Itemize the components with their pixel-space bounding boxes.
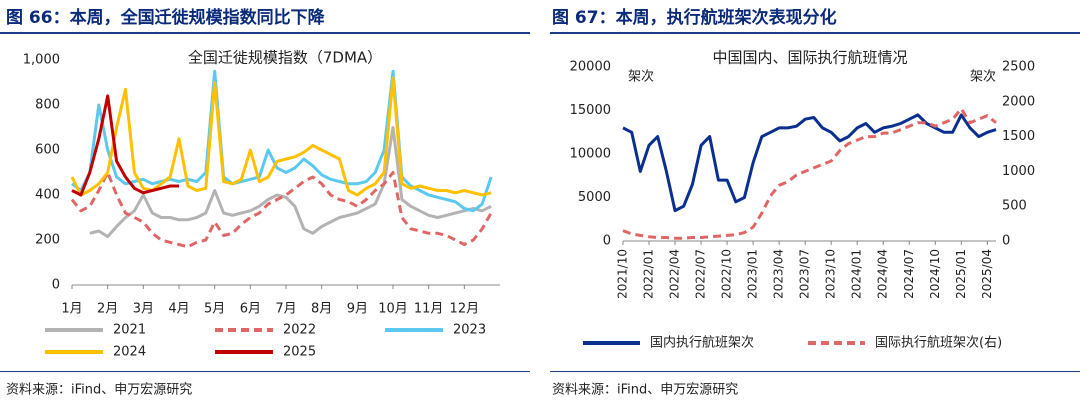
x-tick-label: 5月 bbox=[204, 302, 225, 317]
x-tick-label: 12月 bbox=[450, 302, 480, 317]
series-line bbox=[622, 107, 997, 240]
y-tick-label: 200 bbox=[35, 233, 60, 248]
x-tick-label: 11月 bbox=[414, 302, 444, 317]
x-tick-label: 2022/07 bbox=[694, 249, 708, 299]
y-tick-label: 20000 bbox=[570, 60, 611, 75]
x-tick-label: 2023/01 bbox=[746, 249, 760, 299]
x-tick-label: 6月 bbox=[240, 302, 261, 317]
y2-tick-label: 500 bbox=[1002, 199, 1027, 214]
series-line bbox=[71, 94, 179, 197]
x-tick-label: 1月 bbox=[61, 302, 82, 317]
y2-tick-label: 0 bbox=[1002, 234, 1010, 249]
x-tick-label: 2024/10 bbox=[928, 249, 942, 299]
series-line bbox=[71, 69, 493, 213]
source-rule bbox=[0, 371, 530, 372]
x-tick-label: 2023/07 bbox=[798, 249, 812, 299]
x-tick-label: 9月 bbox=[347, 302, 368, 317]
y-tick-label: 5000 bbox=[578, 190, 611, 205]
y2-tick-label: 2500 bbox=[1002, 60, 1035, 75]
x-tick-label: 2025/04 bbox=[980, 249, 994, 299]
y2-tick-label: 2000 bbox=[1002, 94, 1035, 109]
x-tick-label: 7月 bbox=[275, 302, 296, 317]
x-tick-label: 2025/01 bbox=[954, 249, 968, 299]
x-tick-label: 4月 bbox=[168, 302, 189, 317]
y-unit: 架次 bbox=[628, 69, 654, 85]
x-tick-label: 2021/10 bbox=[616, 249, 630, 299]
legend-label: 2022 bbox=[283, 323, 316, 338]
y-tick-label: 15000 bbox=[570, 103, 611, 118]
legend-label: 国内执行航班架次 bbox=[650, 335, 754, 351]
x-tick-label: 2022/10 bbox=[720, 249, 734, 299]
y2-unit: 架次 bbox=[970, 69, 996, 85]
legend-label: 2025 bbox=[283, 345, 316, 360]
y2-tick-label: 1000 bbox=[1002, 164, 1035, 179]
y-tick-label: 0 bbox=[52, 278, 60, 293]
figure-caption: 图 67：本周，执行航班架次表现分化 bbox=[552, 7, 837, 28]
y-tick-label: 600 bbox=[35, 143, 60, 158]
series-line bbox=[70, 76, 492, 197]
legend-label: 2024 bbox=[113, 345, 146, 360]
legend-label: 2021 bbox=[113, 323, 146, 338]
x-tick-label: 3月 bbox=[133, 302, 154, 317]
x-tick-label: 2023/04 bbox=[772, 249, 786, 299]
y-tick-label: 800 bbox=[35, 98, 60, 113]
y-tick-label: 1,000 bbox=[23, 53, 60, 68]
x-tick-label: 10月 bbox=[378, 302, 408, 317]
x-tick-label: 8月 bbox=[311, 302, 332, 317]
y-tick-label: 0 bbox=[603, 234, 611, 249]
legend-label: 国际执行航班架次(右) bbox=[875, 335, 1002, 351]
x-tick-label: 2023/10 bbox=[824, 249, 838, 299]
x-tick-label: 2022/01 bbox=[642, 249, 656, 299]
x-tick-label: 2022/04 bbox=[668, 249, 682, 299]
source-rule bbox=[550, 371, 1080, 372]
x-tick-label: 2月 bbox=[97, 302, 118, 317]
source: 资料来源：iFind、申万宏源研究 bbox=[6, 383, 192, 398]
caption-rule bbox=[0, 32, 530, 34]
chart-title: 中国国内、国际执行航班情况 bbox=[712, 49, 907, 67]
source: 资料来源：iFind、申万宏源研究 bbox=[552, 383, 738, 398]
series-line bbox=[70, 171, 493, 249]
caption-rule bbox=[550, 32, 1080, 34]
x-tick-label: 2024/01 bbox=[850, 249, 864, 299]
figure-caption: 图 66：本周，全国迁徙规模指数同比下降 bbox=[6, 7, 326, 28]
series-line bbox=[622, 113, 997, 213]
y-tick-label: 400 bbox=[35, 188, 60, 203]
chart-title: 全国迁徙规模指数（7DMA） bbox=[188, 49, 382, 67]
x-tick-label: 2024/04 bbox=[876, 249, 890, 299]
y2-tick-label: 1500 bbox=[1002, 129, 1035, 144]
x-tick-label: 2024/07 bbox=[902, 249, 916, 299]
y-tick-label: 10000 bbox=[570, 147, 611, 162]
series-line bbox=[89, 126, 492, 239]
legend-label: 2023 bbox=[453, 323, 486, 338]
